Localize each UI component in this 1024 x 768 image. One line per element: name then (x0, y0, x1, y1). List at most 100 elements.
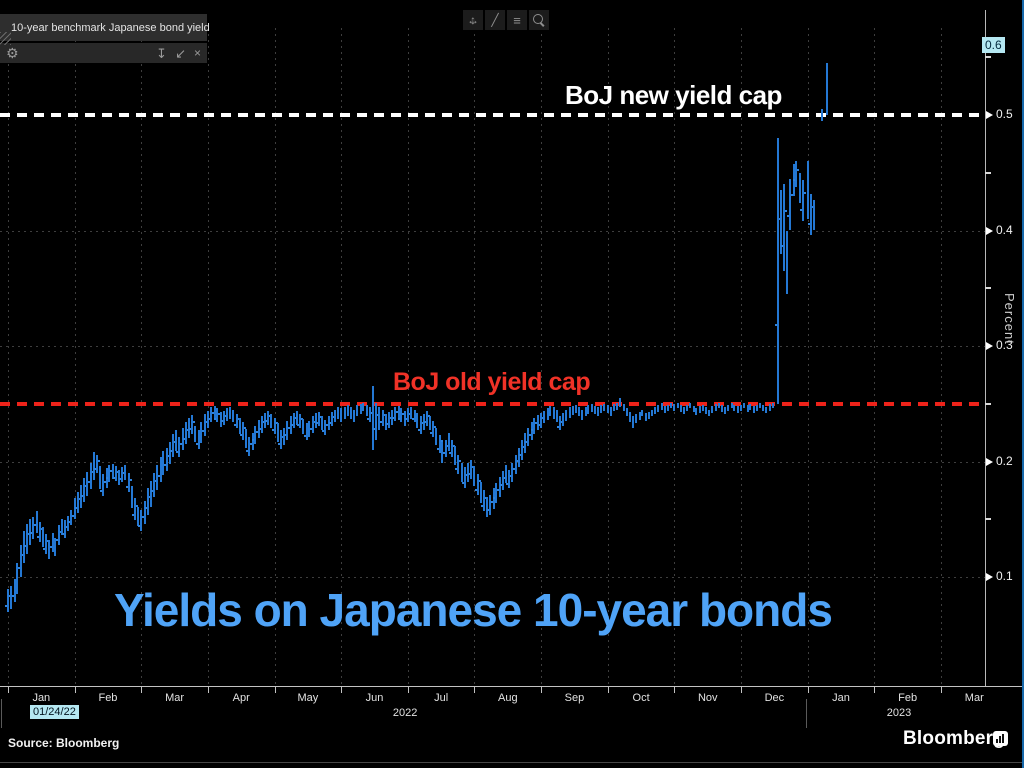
price-bar-tick (131, 513, 134, 516)
price-bar (641, 409, 644, 417)
price-bar-tick (442, 451, 445, 454)
news-list-icon[interactable]: ≡ (507, 10, 527, 30)
price-bar-tick (167, 454, 170, 457)
price-bar (235, 414, 238, 428)
price-bar (466, 462, 469, 483)
price-bar-tick (366, 417, 369, 420)
price-bar (330, 411, 333, 426)
price-bar (435, 428, 438, 446)
price-bar (403, 410, 406, 426)
legend-drag-handle-icon[interactable] (0, 32, 11, 45)
price-bar-tick (478, 480, 481, 483)
arrow-v-glyph: ↕ (470, 13, 476, 27)
price-bar (432, 421, 435, 438)
price-bar (606, 404, 609, 413)
price-bar-tick (774, 324, 777, 327)
price-bar-tick (46, 540, 49, 543)
x-axis-line (0, 686, 1024, 687)
price-bar-tick (78, 498, 81, 501)
minimize-icon[interactable]: ↙ (175, 45, 186, 61)
price-bar-tick (804, 192, 806, 195)
price-bar (505, 464, 508, 484)
price-bar-tick (436, 447, 439, 450)
x-axis-tick (74, 687, 76, 693)
price-bar-tick (459, 460, 462, 463)
price-bar (664, 406, 667, 413)
price-bar-tick (80, 494, 83, 497)
price-bar-tick (138, 524, 141, 527)
price-bar (390, 409, 393, 425)
y-tick-label: 0.2 (996, 453, 1013, 468)
start-date-badge[interactable]: 01/24/22 (30, 705, 79, 719)
price-bar (280, 430, 283, 449)
price-bar (73, 498, 76, 520)
price-bar (108, 464, 111, 483)
year-divider (806, 699, 807, 728)
price-bar (572, 406, 575, 416)
price-bar-tick (434, 425, 437, 428)
price-bar-tick (525, 440, 528, 443)
price-bar (736, 406, 739, 413)
price-bar-tick (144, 506, 147, 509)
price-bar-tick (800, 208, 802, 211)
price-bar-tick (91, 470, 94, 473)
price-bar (226, 408, 229, 422)
price-bar (619, 397, 622, 408)
price-bar (32, 516, 35, 539)
price-bar (254, 425, 257, 445)
price-bar (460, 462, 463, 483)
price-bar (51, 533, 54, 552)
price-bar-tick (42, 548, 45, 550)
price-bar-tick (129, 478, 132, 481)
price-bar (714, 403, 717, 411)
price-bar (813, 200, 816, 231)
y-minor-tick (985, 56, 991, 59)
price-bar (610, 407, 613, 417)
price-bar-tick (97, 460, 100, 463)
price-bar-tick (303, 434, 306, 437)
price-bar (594, 406, 597, 415)
price-bar-tick (474, 488, 477, 491)
price-bar (60, 519, 63, 536)
price-bar (622, 403, 625, 411)
price-bar (184, 422, 187, 445)
price-bar-tick (376, 413, 379, 416)
price-bar (41, 527, 44, 547)
price-bar-tick (428, 415, 431, 418)
price-bar (324, 419, 327, 435)
price-bar-tick (309, 427, 312, 430)
price-bar-tick (449, 451, 452, 454)
x-axis-tick (341, 687, 343, 693)
draw-annotation-icon[interactable]: ╱ (485, 10, 505, 30)
price-bar (44, 534, 47, 554)
price-bar (613, 403, 616, 411)
x-axis-tick (207, 687, 209, 693)
price-bar-tick (110, 470, 113, 473)
price-bar (165, 447, 168, 471)
price-bar (756, 404, 759, 411)
price-bar-tick (258, 427, 261, 430)
price-bar-tick (480, 504, 483, 507)
zoom-magnifier-icon[interactable] (529, 10, 549, 30)
price-bar-tick (522, 445, 525, 448)
price-bar (416, 412, 419, 428)
gear-icon[interactable]: ⚙ (6, 45, 19, 61)
y-tick-arrow-icon (986, 111, 993, 119)
price-bar-tick (402, 412, 405, 415)
x-axis-tick (940, 687, 942, 693)
price-bar (162, 451, 165, 476)
close-icon[interactable]: × (193, 46, 201, 60)
price-bar (562, 412, 565, 426)
move-crosshair-icon[interactable]: ↔ ↕ (463, 10, 483, 30)
legend-panel[interactable]: 10-year benchmark Japanese bond yield ⚙ … (0, 14, 210, 63)
x-axis-tick (674, 687, 676, 693)
pin-icon[interactable]: ↧ (156, 45, 168, 61)
price-bar (597, 407, 600, 417)
price-bar-tick (106, 477, 109, 480)
reference-line (0, 401, 985, 406)
price-bar-tick (87, 481, 90, 484)
price-bar-tick (34, 523, 37, 526)
price-bar (384, 414, 387, 431)
